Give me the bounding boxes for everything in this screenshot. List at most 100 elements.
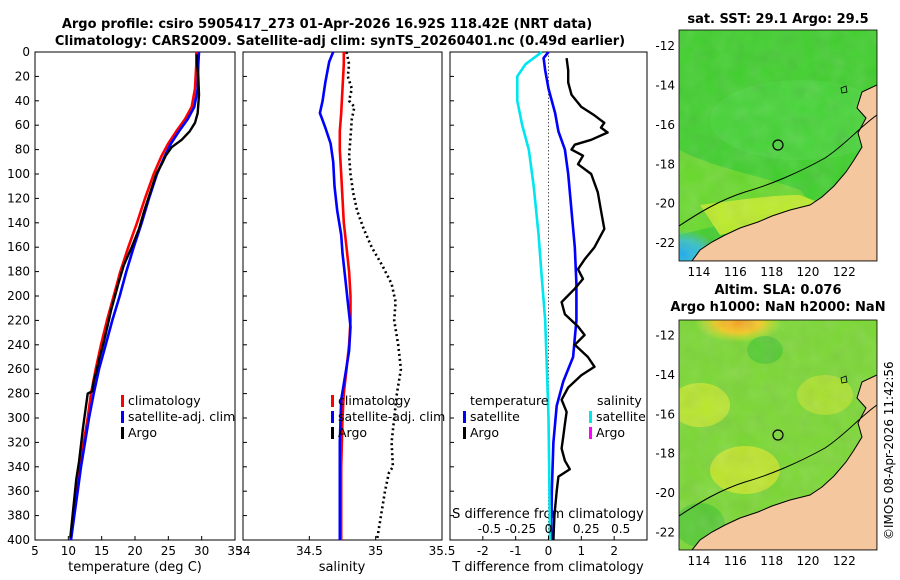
legend-label-argo: Argo [128, 425, 157, 440]
diff-series-2 [552, 57, 609, 541]
sst-island [840, 85, 848, 94]
sst-lon-label: 114 [688, 265, 711, 279]
sst-lat-label: -16 [655, 118, 675, 132]
temp-xtick-label: 25 [161, 544, 176, 558]
sst-map [679, 30, 877, 261]
temp-series-0 [69, 52, 198, 541]
temp-series-2 [69, 54, 201, 538]
sla-lon-label: 122 [833, 554, 856, 568]
salinity-xlabel: salinity [319, 560, 366, 575]
diff-series-1 [516, 50, 552, 541]
legend-label-argo: Argo [338, 425, 367, 440]
legend-label-climatology: climatology [128, 393, 201, 408]
sst-argo-marker [772, 139, 784, 151]
temp-xtick-label: 5 [31, 544, 39, 558]
legend-label-t-argo: Argo [470, 425, 499, 440]
sla-argo-marker [772, 429, 784, 441]
temp-series-1 [69, 51, 201, 541]
legend-swatch-satellite [331, 411, 334, 423]
imos-credit: ©IMOS 08-Apr-2026 11:42:56 [882, 361, 896, 540]
sla-lat-label: -16 [655, 407, 675, 421]
sal-xtick-label: 34.5 [296, 544, 323, 558]
sst-lon-label: 120 [797, 265, 820, 279]
sla-map-subtitle: Argo h1000: NaN h2000: NaN [670, 300, 885, 315]
depth-tick-label: 100 [7, 167, 30, 181]
depth-tick-label: 340 [7, 460, 30, 474]
sla-land [691, 374, 877, 550]
sal-xtick-label: 35.5 [429, 544, 456, 558]
sst-land [691, 84, 877, 261]
sla-map-frame [678, 319, 878, 551]
temperature-legend: climatology satellite-adj. clim Argo [121, 393, 235, 440]
difference-legend: temperature satellite Argo salinity sate… [463, 393, 646, 440]
depth-tick-label: 120 [7, 191, 30, 205]
legend-title-temperature: temperature [470, 393, 549, 408]
temp-xtick-label: 30 [194, 544, 209, 558]
figure-title-line2: Climatology: CARS2009. Satellite-adj cli… [55, 34, 625, 49]
sla-lon-label: 118 [760, 554, 783, 568]
sla-island [840, 375, 848, 384]
legend-label-t-satellite: satellite [470, 409, 520, 424]
s-diff-top-tick-label: -0.25 [505, 522, 536, 536]
legend-label-climatology: climatology [338, 393, 411, 408]
sla-depth-contour [679, 404, 877, 517]
diff-xtick-label: -2 [477, 544, 489, 558]
depth-tick-label: 200 [7, 289, 30, 303]
sst-lat-label: -18 [655, 157, 675, 171]
legend-swatch-satellite [121, 411, 124, 423]
sst-map-frame [678, 29, 878, 262]
depth-tick-label: 400 [7, 533, 30, 547]
temp-xtick-label: 20 [127, 544, 142, 558]
sla-map [679, 320, 877, 550]
depth-tick-label: 180 [7, 265, 30, 279]
depth-tick-label: 140 [7, 216, 30, 230]
depth-tick-label: 240 [7, 338, 30, 352]
depth-tick-label: 260 [7, 362, 30, 376]
sla-lat-label: -20 [655, 486, 675, 500]
sst-depth-contour [679, 114, 877, 227]
sst-lon-label: 122 [833, 265, 856, 279]
depth-tick-label: 300 [7, 411, 30, 425]
legend-swatch-s-argo [589, 427, 592, 439]
s-diff-top-tick-label: 0.25 [573, 522, 600, 536]
sla-lon-label: 114 [688, 554, 711, 568]
legend-swatch-climatology [331, 395, 334, 407]
legend-swatch-argo [331, 427, 334, 439]
diff-xtick-label: -1 [510, 544, 522, 558]
sla-lat-label: -12 [655, 329, 675, 343]
sst-lat-label: -14 [655, 78, 675, 92]
sla-lat-label: -14 [655, 368, 675, 382]
depth-tick-label: 360 [7, 484, 30, 498]
depth-tick-label: 280 [7, 387, 30, 401]
depth-tick-label: 380 [7, 509, 30, 523]
sal-series-0 [338, 52, 352, 540]
temperature-panel-frame [34, 51, 236, 541]
s-diff-top-tick-label: -0.5 [478, 522, 501, 536]
legend-swatch-t-satellite [463, 411, 466, 423]
legend-swatch-argo [121, 427, 124, 439]
diff-xtick-label: 1 [578, 544, 586, 558]
sst-map-title: sat. SST: 29.1 Argo: 29.5 [687, 12, 868, 27]
depth-tick-label: 80 [15, 143, 30, 157]
sla-lon-label: 120 [797, 554, 820, 568]
temp-xtick-label: 35 [227, 544, 242, 558]
sst-lat-label: -22 [655, 236, 675, 250]
temp-xtick-label: 10 [61, 544, 76, 558]
sal-series-2 [345, 51, 403, 541]
sst-lat-label: -20 [655, 197, 675, 211]
legend-swatch-t-argo [463, 427, 466, 439]
sla-lat-label: -18 [655, 447, 675, 461]
legend-label-satellite: satellite-adj. clim [128, 409, 235, 424]
depth-tick-label: 40 [15, 94, 30, 108]
sla-lon-label: 116 [724, 554, 747, 568]
depth-tick-label: 0 [22, 45, 30, 59]
sal-xtick-label: 34 [235, 544, 250, 558]
salinity-legend: climatology satellite-adj. clim Argo [331, 393, 445, 440]
depth-tick-label: 220 [7, 313, 30, 327]
sst-lat-label: -12 [655, 39, 675, 53]
sla-lat-label: -22 [655, 525, 675, 539]
legend-label-s-argo: Argo [596, 425, 625, 440]
depth-tick-label: 20 [15, 69, 30, 83]
sst-lon-label: 116 [724, 265, 747, 279]
